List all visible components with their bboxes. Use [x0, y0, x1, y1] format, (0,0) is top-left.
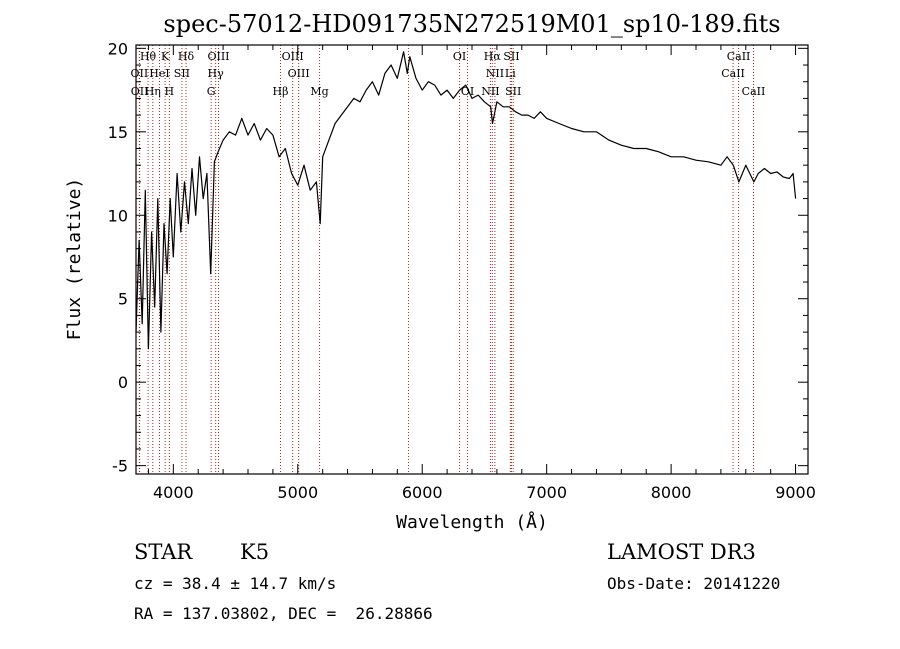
spectral-line-label: Hδ [178, 50, 195, 63]
spectral-line-label: Hη [145, 85, 161, 98]
plot-frame [135, 44, 809, 475]
spectral-line-label: OII [131, 85, 149, 98]
flux-series-line [135, 51, 797, 350]
redshift-cz: cz = 38.4 ± 14.7 km/s [134, 574, 337, 593]
x-tick-label: 8000 [651, 483, 692, 502]
y-tick-label: 0 [118, 373, 128, 392]
spectral-line-label: OIII [207, 50, 229, 63]
spectral-line-label: CaII [742, 85, 766, 98]
spectral-line-label: CaII [721, 67, 745, 80]
spectral-line-label: HeI [149, 67, 169, 80]
x-tick-label: 9000 [775, 483, 816, 502]
spectral-line-label: SII [174, 67, 190, 80]
spectral-line-label: Mg [310, 85, 328, 98]
x-axis-label: Wavelength (Å) [396, 511, 548, 533]
chart-title: spec-57012-HD091735N272519M01_sp10-189.f… [163, 10, 780, 38]
spectral-line-label: SII [505, 85, 521, 98]
spectral-line-label: G [207, 85, 216, 98]
flux-series [135, 51, 797, 350]
spectral-line-label: OI [453, 50, 466, 63]
spectral-line-label: Hθ [140, 50, 157, 63]
survey-name: LAMOST DR3 [607, 540, 756, 564]
y-tick-label: 5 [118, 290, 128, 309]
y-tick-label: 15 [108, 123, 128, 142]
ra-dec: RA = 137.03802, DEC = 26.28866 [134, 604, 433, 623]
y-tick-label: 20 [108, 39, 128, 58]
x-tick-label: 5000 [277, 483, 318, 502]
spectral-line-label: Hα [484, 50, 502, 63]
spectral-line-label: Li [505, 67, 516, 80]
spectral-line-label: H [165, 85, 175, 98]
y-tick-label: 10 [108, 206, 128, 225]
obs-date: Obs-Date: 20141220 [607, 574, 781, 593]
x-tick-label: 4000 [153, 483, 194, 502]
spectral-line-label: OII [131, 67, 149, 80]
spectral-line-label: OIII [282, 50, 304, 63]
spectral-line-label: CaII [727, 50, 751, 63]
axes: 4000 5000 6000 7000 8000 9000 -5 0 5 10 15 20 [108, 39, 816, 502]
spectral-line-label: SII [503, 50, 519, 63]
spectral-line-label: OIII [288, 67, 310, 80]
object-type: STAR [134, 540, 193, 564]
y-axis-label: Flux (relative) [64, 178, 85, 341]
spectral-line-label: K [161, 50, 170, 63]
spectral-line-label: OI [461, 85, 474, 98]
spectral-line-label: Hβ [273, 85, 289, 98]
spectral-subclass: K5 [240, 540, 270, 564]
spectral-line-label: NII [486, 67, 504, 80]
x-tick-label: 7000 [526, 483, 567, 502]
spectral-line-label: Hγ [208, 67, 225, 80]
y-tick-label: -5 [112, 457, 128, 476]
spectral-line-markers [138, 45, 754, 474]
x-tick-label: 6000 [402, 483, 443, 502]
spectral-line-label: NII [481, 85, 499, 98]
